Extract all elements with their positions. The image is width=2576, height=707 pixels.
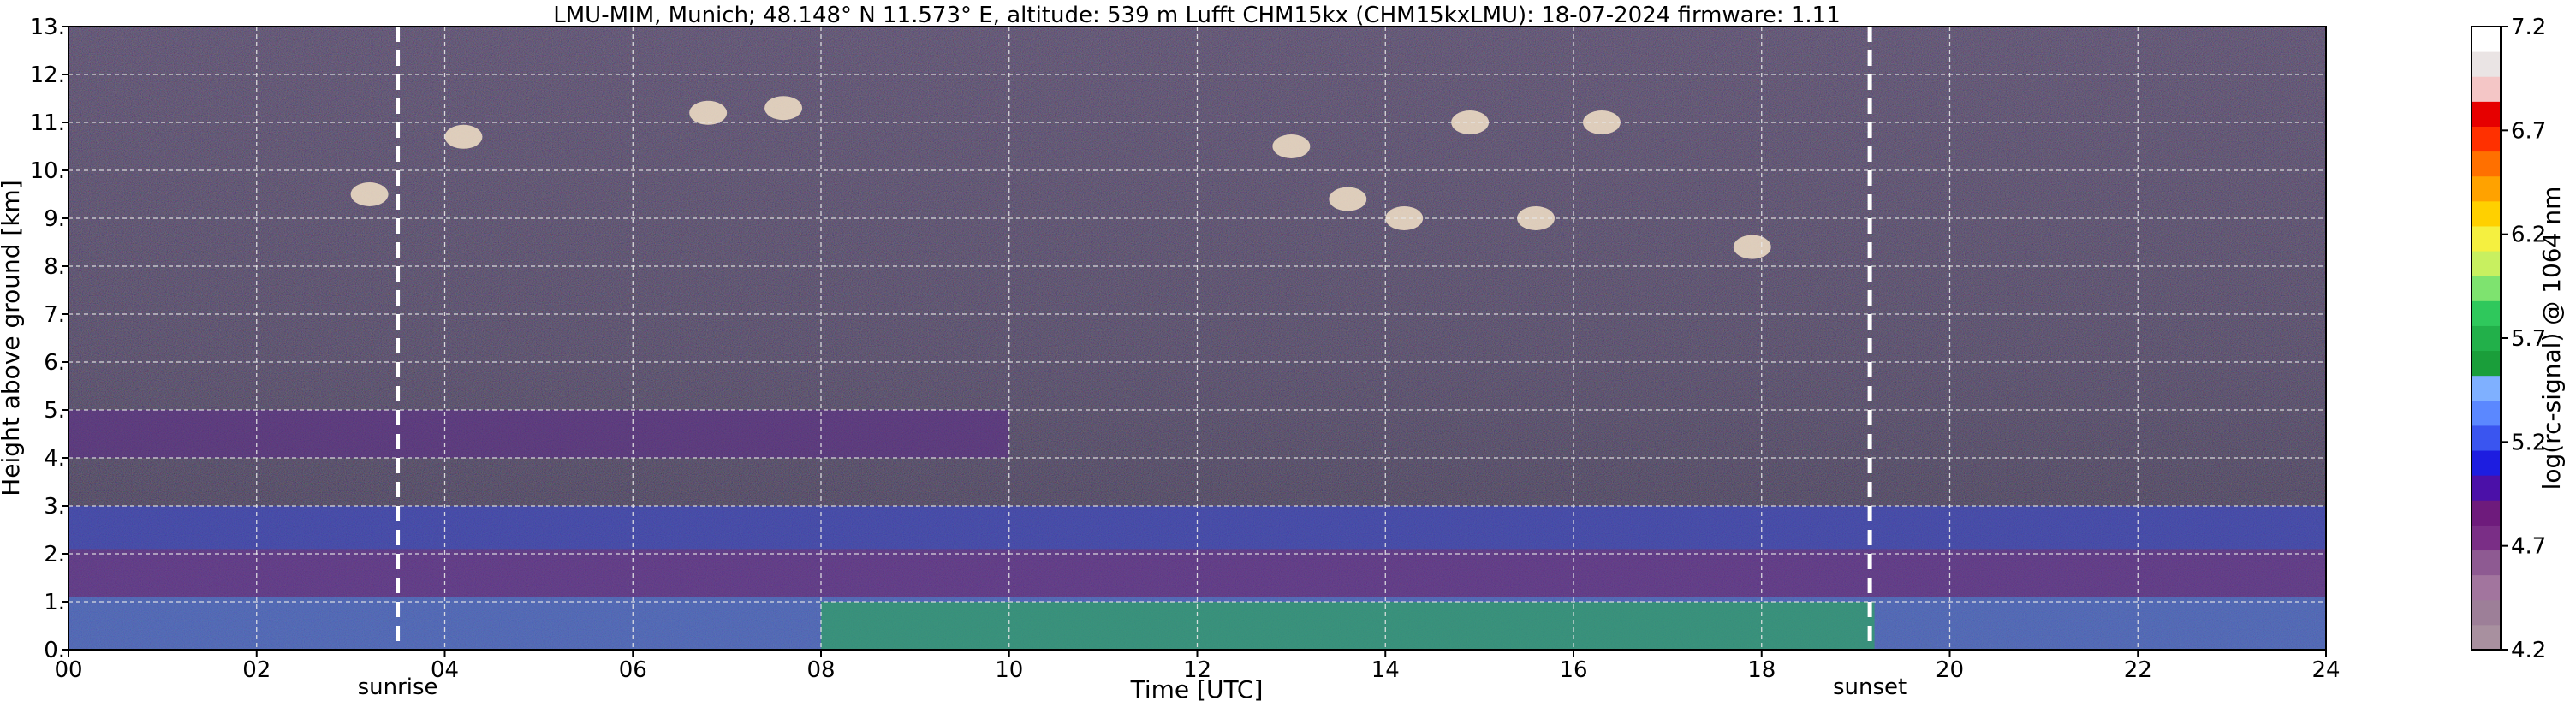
x-axis-ticks: 00 02 04 06 08 10 12 14 16 18 20 22 24 bbox=[54, 650, 2341, 683]
sunset-label: sunset bbox=[1833, 674, 1907, 700]
layer-mixing-layer bbox=[821, 602, 1875, 650]
colorbar-segment bbox=[2472, 251, 2501, 276]
y-tick-label: 3. bbox=[44, 494, 65, 520]
colorbar-tick-label: 6.2 bbox=[2511, 223, 2546, 248]
x-tick-label: 22 bbox=[2124, 657, 2152, 683]
colorbar-segment bbox=[2472, 325, 2501, 352]
y-tick-label: 1. bbox=[44, 590, 65, 615]
colorbar-segment bbox=[2472, 27, 2501, 52]
x-tick-label: 04 bbox=[431, 657, 459, 683]
y-tick-label: 8. bbox=[44, 254, 65, 280]
colorbar-segment bbox=[2472, 200, 2501, 227]
y-tick-label: 4. bbox=[44, 446, 65, 472]
cloud-5 bbox=[1272, 134, 1311, 158]
colorbar bbox=[2472, 27, 2501, 651]
y-tick-label: 0. bbox=[44, 638, 65, 663]
cloud-8 bbox=[1451, 110, 1490, 134]
colorbar-tick-label: 6.7 bbox=[2511, 118, 2546, 144]
colorbar-segment bbox=[2472, 599, 2501, 626]
sun-event-lines bbox=[396, 27, 1872, 650]
x-tick-label: 08 bbox=[806, 657, 835, 683]
colorbar-tick-label: 4.7 bbox=[2511, 534, 2546, 560]
colorbar-label: log(rc-signal) @ 1064 nm bbox=[2537, 187, 2566, 490]
colorbar-segment bbox=[2472, 624, 2501, 651]
colorbar-segment bbox=[2472, 276, 2501, 301]
sun-event-labels: sunrise sunset bbox=[358, 674, 1907, 700]
colorbar-segment bbox=[2472, 101, 2501, 127]
colorbar-tick-label: 5.7 bbox=[2511, 326, 2546, 352]
x-axis-label: Time [UTC] bbox=[1130, 675, 1264, 704]
colorbar-tick-label: 7.2 bbox=[2511, 15, 2546, 40]
x-tick-label: 12 bbox=[1183, 657, 1211, 683]
x-tick-label: 00 bbox=[54, 657, 82, 683]
x-tick-label: 02 bbox=[242, 657, 271, 683]
cloud-11 bbox=[1733, 235, 1771, 259]
colorbar-segment bbox=[2472, 450, 2501, 476]
colorbar-tick-label: 5.2 bbox=[2511, 430, 2546, 455]
y-tick-label: 9. bbox=[44, 206, 65, 232]
y-tick-label: 7. bbox=[44, 302, 65, 328]
cloud-2 bbox=[444, 124, 483, 149]
x-tick-label: 20 bbox=[1936, 657, 1964, 683]
colorbar-segment bbox=[2472, 175, 2501, 202]
colorbar-segment bbox=[2472, 500, 2501, 526]
grid-lines bbox=[68, 27, 2326, 650]
colorbar-segment bbox=[2472, 151, 2501, 177]
colorbar-tick-label: 4.2 bbox=[2511, 638, 2546, 663]
plot-area bbox=[68, 27, 2326, 650]
y-tick-label: 10. bbox=[30, 158, 65, 184]
colorbar-segment bbox=[2472, 574, 2501, 601]
y-tick-label: 6. bbox=[44, 350, 65, 376]
y-tick-label: 12. bbox=[30, 62, 65, 88]
cloud-4 bbox=[764, 96, 803, 121]
sunrise-label: sunrise bbox=[358, 674, 438, 700]
colorbar-segment bbox=[2472, 425, 2501, 451]
layer-elevated-layer bbox=[68, 410, 1009, 458]
y-tick-label: 13. bbox=[30, 15, 65, 40]
colorbar-segment bbox=[2472, 400, 2501, 426]
x-tick-label: 18 bbox=[1747, 657, 1776, 683]
x-tick-label: 24 bbox=[2311, 657, 2340, 683]
x-tick-label: 10 bbox=[995, 657, 1023, 683]
colorbar-segment bbox=[2472, 350, 2501, 377]
colorbar-segment bbox=[2472, 76, 2501, 102]
colorbar-segment bbox=[2472, 51, 2501, 77]
colorbar-segment bbox=[2472, 525, 2501, 551]
colorbar-segment bbox=[2472, 225, 2501, 252]
x-tick-label: 06 bbox=[619, 657, 647, 683]
colorbar-segment bbox=[2472, 550, 2501, 576]
x-tick-label: 16 bbox=[1559, 657, 1587, 683]
chart-title: LMU-MIM, Munich; 48.148° N 11.573° E, al… bbox=[553, 3, 1840, 28]
y-axis-ticks: 0. 1. 2. 3. 4. 5. 6. 7. 8. 9. 10. 11. 12. 13. bbox=[30, 15, 68, 663]
y-tick-label: 2. bbox=[44, 542, 65, 567]
y-tick-label: 11. bbox=[30, 110, 65, 136]
cloud-10 bbox=[1582, 110, 1621, 134]
colorbar-segment bbox=[2472, 475, 2501, 501]
x-tick-label: 14 bbox=[1371, 657, 1400, 683]
colorbar-segment bbox=[2472, 375, 2501, 401]
colorbar-segment bbox=[2472, 300, 2501, 326]
colorbar-ticks: 4.2 4.7 5.2 5.7 6.2 6.7 7.2 bbox=[2501, 15, 2546, 663]
cloud-3 bbox=[689, 100, 728, 125]
y-axis-label: Height above ground [km] bbox=[0, 180, 25, 496]
cloud-features bbox=[350, 96, 1771, 259]
cloud-6 bbox=[1329, 187, 1367, 211]
cloud-1 bbox=[350, 182, 389, 206]
y-tick-label: 5. bbox=[44, 398, 65, 424]
colorbar-segment bbox=[2472, 126, 2501, 152]
